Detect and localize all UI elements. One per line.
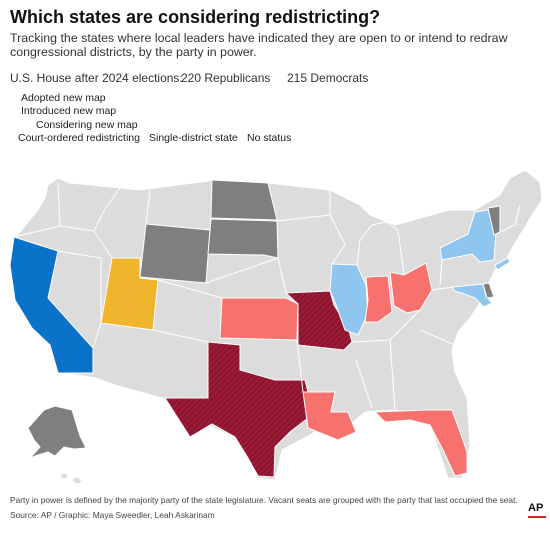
legend-court-ordered: Court-ordered redistricting [18, 132, 140, 144]
state-il [329, 263, 369, 336]
state-oh [389, 262, 433, 314]
state-in [364, 275, 393, 323]
state-hi [59, 472, 83, 485]
map-legend: Adopted new map Introduced new map Consi… [14, 92, 534, 148]
source-credit: Source: AP / Graphic: Maya Sweedler, Lea… [10, 510, 215, 520]
state-ny [439, 209, 497, 263]
state-ca [9, 236, 94, 374]
state-li [494, 257, 511, 271]
footnote: Party in power is defined by the majorit… [10, 495, 518, 505]
state-nd [210, 179, 278, 221]
state-la [302, 391, 357, 441]
house-democrats: 215 Democrats [287, 71, 369, 85]
state-sd [207, 218, 279, 259]
legend-single-district: Single-district state [149, 132, 238, 144]
legend-introduced: Introduced new map [21, 105, 117, 117]
state-de [482, 282, 495, 299]
state-borders [13, 182, 521, 411]
legend-adopted: Adopted new map [21, 92, 106, 104]
state-fl [373, 409, 468, 477]
us-map [9, 169, 543, 485]
page-title: Which states are considering redistricti… [10, 7, 381, 27]
page-subtitle: Tracking the states where local leaders … [10, 31, 508, 59]
house-republicans: 220 Republicans [181, 71, 271, 85]
state-ks [219, 297, 299, 341]
ap-logo: AP [528, 502, 546, 518]
house-label: U.S. House after 2024 elections: [10, 71, 183, 85]
legend-considering: Considering new map [36, 119, 138, 131]
state-wy [139, 223, 211, 284]
state-tx [164, 341, 311, 478]
state-ak [27, 405, 87, 459]
legend-no-status: No status [247, 132, 292, 144]
